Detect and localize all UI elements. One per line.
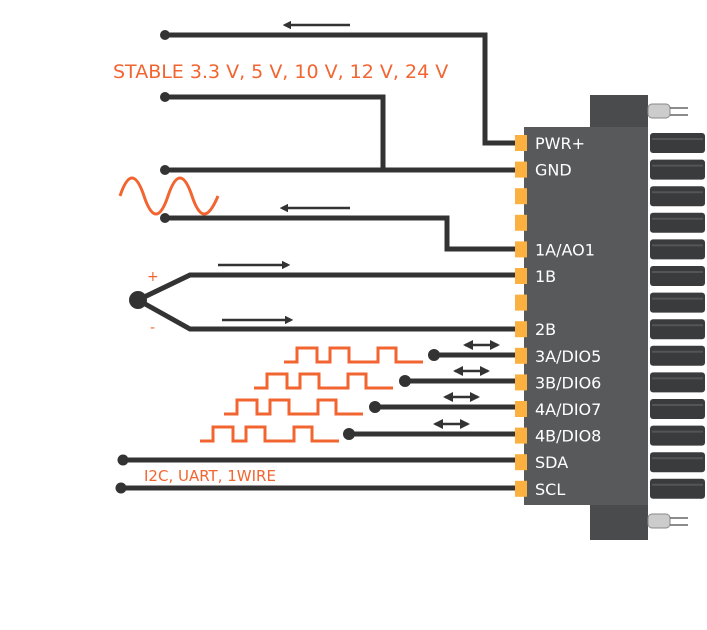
pin-label: 1A/AO1 bbox=[535, 240, 595, 259]
wire-terminal bbox=[650, 425, 705, 446]
pin-label: 3B/DIO6 bbox=[535, 373, 601, 392]
pin-label: 4A/DIO7 bbox=[535, 400, 601, 419]
connector-body bbox=[524, 127, 648, 505]
pin-contact bbox=[515, 268, 527, 284]
wire-terminal bbox=[650, 478, 705, 499]
plus-sign: + bbox=[147, 269, 159, 285]
digital-io-wire bbox=[200, 419, 515, 443]
digital-io-wire bbox=[224, 392, 515, 416]
wire-terminal bbox=[650, 212, 705, 233]
pin-label: 1B bbox=[535, 267, 556, 286]
pin-contact bbox=[515, 454, 527, 471]
pin-contact bbox=[515, 188, 527, 205]
thermocouple-junction bbox=[129, 291, 147, 309]
square-wave-icon bbox=[284, 346, 423, 364]
wire-terminal bbox=[650, 399, 705, 419]
sine-wave-icon bbox=[118, 176, 220, 216]
pin-label: SDA bbox=[535, 453, 568, 472]
wire-terminal bbox=[650, 292, 705, 313]
analog-output-wire bbox=[160, 208, 515, 252]
pin-contact bbox=[515, 321, 527, 338]
pin-contact bbox=[515, 427, 527, 444]
wire-terminal bbox=[650, 345, 705, 366]
digital-io-wire bbox=[284, 340, 515, 364]
pin-contact bbox=[515, 480, 527, 497]
power-wire bbox=[160, 25, 515, 146]
wire-terminal bbox=[650, 133, 705, 153]
pin-contact bbox=[515, 374, 527, 391]
pin-contact bbox=[515, 401, 527, 417]
pin-contact bbox=[515, 347, 527, 364]
pin-label: 4B/DIO8 bbox=[535, 427, 601, 446]
pin-label: PWR+ bbox=[535, 134, 585, 153]
pin-contact bbox=[515, 214, 527, 231]
wire-terminal bbox=[650, 186, 705, 207]
wire-terminal bbox=[650, 452, 705, 473]
screw-icon bbox=[647, 513, 671, 529]
bus-note: I2C, UART, 1WIRE bbox=[144, 467, 276, 485]
digital-io-wire bbox=[254, 366, 515, 390]
wire-terminal bbox=[650, 239, 705, 260]
power-note: STABLE 3.3 V, 5 V, 10 V, 12 V, 24 V bbox=[113, 61, 448, 83]
pin-contact bbox=[515, 241, 527, 258]
wire-terminal bbox=[650, 372, 705, 393]
connector: PWR+ GND 1A/AO1 1B 2B 3A/DIO5 3B/DIO6 4A/DIO7 4B… bbox=[515, 95, 705, 540]
screw-icon bbox=[647, 103, 671, 119]
pin-label: 3A/DIO5 bbox=[535, 347, 601, 366]
minus-sign: - bbox=[150, 320, 155, 336]
ground-wires bbox=[160, 92, 515, 175]
pin-label: GND bbox=[535, 161, 572, 180]
square-wave-icon bbox=[200, 425, 339, 443]
pin-contact bbox=[515, 135, 527, 151]
pin-contact bbox=[515, 294, 527, 311]
wire-terminal bbox=[650, 266, 705, 286]
connector-bottom-tab bbox=[590, 500, 648, 540]
wire-terminal bbox=[650, 319, 705, 340]
wire-terminal bbox=[650, 159, 705, 180]
pin-label: 2B bbox=[535, 320, 556, 339]
pin-contact bbox=[515, 161, 527, 178]
square-wave-icon bbox=[254, 372, 393, 390]
pin-label: SCL bbox=[535, 480, 565, 499]
square-wave-icon bbox=[224, 398, 363, 416]
bus-wires bbox=[115, 454, 515, 494]
thermocouple: + - bbox=[129, 265, 515, 336]
